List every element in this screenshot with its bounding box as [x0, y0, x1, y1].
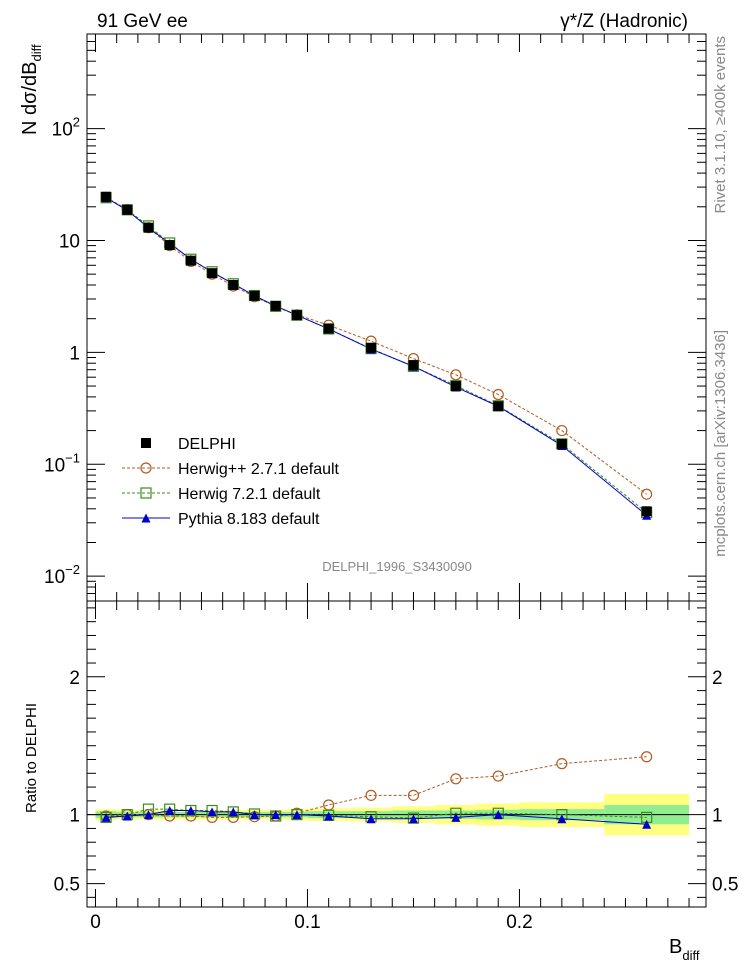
y-tick-label: 1	[69, 343, 80, 364]
pythia-point	[207, 807, 217, 817]
herwigpp-ratio-line	[106, 756, 647, 818]
ratio-panel-frame	[86, 600, 707, 908]
legend: DELPHI Herwig++ 2.7.1 default Herwig 7.2.1…	[122, 436, 340, 528]
ratio-y-axis-title: Ratio to DELPHI	[23, 703, 40, 813]
data-point	[408, 360, 419, 371]
legend-label: Herwig++ 2.7.1 default	[178, 461, 340, 478]
x-tick-label: 0.2	[506, 912, 532, 933]
data-point	[270, 300, 281, 311]
data-point	[493, 401, 504, 412]
pythia-point	[324, 811, 334, 821]
data-point	[143, 222, 154, 233]
x-tick-label: 0.1	[294, 912, 320, 933]
pythia-point	[451, 812, 461, 822]
herwigpp-point	[407, 789, 420, 801]
pythia-point	[408, 814, 418, 824]
herwigpp-point	[450, 773, 462, 785]
pythia-point	[186, 806, 196, 816]
herwigpp-point	[450, 369, 462, 381]
pythia-point	[271, 810, 281, 820]
herwigpp-point	[140, 462, 152, 474]
herwigpp-point	[492, 388, 504, 401]
ratio-uncertainty-bands	[87, 793, 690, 836]
pythia-point	[366, 814, 376, 824]
data-point	[249, 290, 260, 301]
herwigpp-point	[556, 758, 568, 770]
ratio-y-tick-label: 1	[69, 806, 80, 827]
main-y-axis-title: N dσ/dBdiff	[19, 44, 44, 135]
data-point	[141, 438, 151, 448]
pythia-point	[249, 810, 259, 820]
main-panel-series	[100, 191, 653, 520]
rivet-label: Rivet 3.1.10, ≥400k events	[712, 36, 729, 214]
mcplots-label: mcplots.cern.ch [arXiv:1306.3436]	[712, 330, 729, 557]
herwigpp-point	[492, 770, 504, 782]
data-point	[122, 204, 133, 215]
data-point	[228, 279, 239, 290]
data-point	[323, 323, 334, 334]
pythia-point	[143, 810, 153, 820]
data-point	[207, 268, 218, 279]
x-axis-title: Bdiff	[669, 936, 700, 963]
pythia-point	[228, 807, 238, 817]
analysis-watermark: DELPHI_1996_S3430090	[322, 559, 472, 574]
ratio-y-tick-label: 0.5	[54, 875, 80, 896]
pythia-point	[493, 810, 503, 820]
pythia-point	[122, 811, 132, 821]
data-point	[101, 191, 112, 202]
herwigpp-point	[641, 488, 653, 500]
herwigpp-point	[365, 789, 377, 801]
data-point	[556, 438, 567, 449]
ratio-panel-series	[100, 751, 653, 829]
data-point	[366, 342, 377, 353]
y-tick-label: 10−2	[44, 562, 80, 588]
ratio-y-tick-label-right: 1	[712, 806, 723, 827]
x-tick-label: 0	[90, 912, 101, 933]
pythia-point	[557, 814, 567, 824]
data-point	[450, 381, 461, 392]
legend-label: DELPHI	[178, 436, 236, 453]
header-right: γ*/Z (Hadronic)	[560, 11, 688, 32]
y-tick-label: 10−1	[44, 450, 80, 476]
legend-label: Herwig 7.2.1 default	[178, 486, 321, 503]
y-tick-label: 10	[59, 231, 80, 252]
ratio-y-tick-label-right: 2	[712, 668, 723, 689]
herwigpp-point	[641, 751, 653, 763]
ratio-y-tick-label-right: 0.5	[712, 875, 738, 896]
y-tick-label: 102	[52, 115, 80, 141]
data-point	[164, 240, 175, 251]
main-panel-ticks: 10−2 10−1 1 10 102	[44, 33, 706, 602]
ratio-panel-ticks: 0.5 0.5 1 1 2 2 0 0.1 0.2	[54, 601, 738, 933]
herwig7-point	[140, 487, 152, 499]
legend-label: Pythia 8.183 default	[178, 511, 320, 528]
header-left: 91 GeV ee	[97, 11, 188, 32]
data-point	[291, 310, 302, 321]
pythia-point	[642, 819, 652, 829]
herwigpp-point	[556, 424, 568, 437]
pythia-point	[101, 812, 111, 822]
pythia-point	[141, 513, 151, 523]
pythia-point	[292, 810, 302, 820]
pythia-point	[165, 806, 175, 816]
data-point	[641, 506, 652, 517]
data-point	[185, 255, 196, 266]
ratio-y-tick-label: 2	[69, 668, 80, 689]
